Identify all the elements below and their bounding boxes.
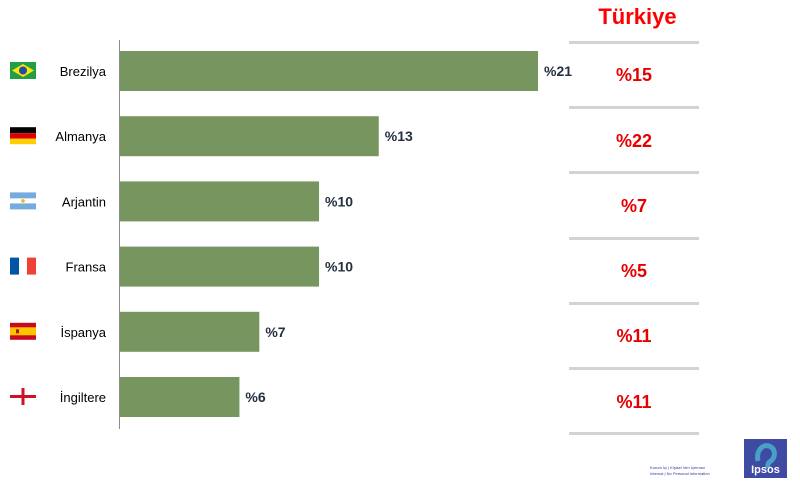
category-labels: Brezilya Almanya Arjantin Fransa İspanya İngi…: [55, 64, 106, 405]
turkiye-value: %11: [616, 326, 652, 346]
separator-line: [569, 41, 699, 44]
bar: [120, 311, 260, 352]
bars: [120, 51, 538, 417]
turkiye-title: Türkiye: [598, 4, 677, 29]
separator-line: [569, 367, 699, 370]
flag-icons: [10, 62, 36, 405]
turkiye-value: %7: [620, 196, 647, 216]
separator-line: [569, 302, 699, 305]
footer-line: Kurum İçi | Kişisel Veri İçermez: [650, 465, 706, 470]
footer-line: Internal | No Personal Information: [650, 471, 710, 476]
spain-flag-icon: [10, 322, 36, 340]
bar: [120, 246, 320, 287]
brazil-flag-icon: [10, 62, 36, 79]
france-flag-icon: [10, 257, 36, 275]
turkiye-value: %5: [620, 261, 647, 281]
data-labels: %21 %13 %10 %10 %7 %6: [245, 63, 572, 405]
bar: [120, 51, 538, 91]
germany-flag-icon: [10, 127, 36, 145]
argentina-flag-icon: [10, 192, 36, 210]
bar: [120, 181, 320, 222]
separator-line: [569, 432, 699, 435]
separator-line: [569, 106, 699, 109]
footer-classification: Kurum İçi | Kişisel Veri İçermez Interna…: [650, 465, 740, 477]
bar-value-label: %10: [325, 193, 353, 209]
bar-value-label: %21: [544, 63, 572, 79]
category-label: Brezilya: [60, 64, 107, 79]
turkiye-value: %22: [615, 131, 653, 151]
turkiye-value: %11: [616, 392, 652, 412]
category-label: İspanya: [60, 325, 106, 340]
england-flag-icon: [10, 388, 36, 405]
separator-line: [569, 171, 699, 174]
ipsos-logo: Ipsos: [744, 439, 787, 478]
bar-value-label: %7: [265, 324, 285, 340]
bar: [120, 377, 240, 417]
category-label: Arjantin: [62, 194, 106, 209]
category-label: İngiltere: [60, 390, 106, 405]
bar-value-label: %6: [245, 389, 265, 405]
logo-text: Ipsos: [751, 464, 780, 476]
bar-value-label: %13: [385, 128, 413, 144]
category-label: Almanya: [55, 129, 106, 144]
turkiye-value: %15: [615, 65, 653, 85]
separator-line: [569, 237, 699, 240]
bar: [120, 116, 379, 157]
category-label: Fransa: [66, 260, 107, 275]
bar-value-label: %10: [325, 259, 353, 275]
